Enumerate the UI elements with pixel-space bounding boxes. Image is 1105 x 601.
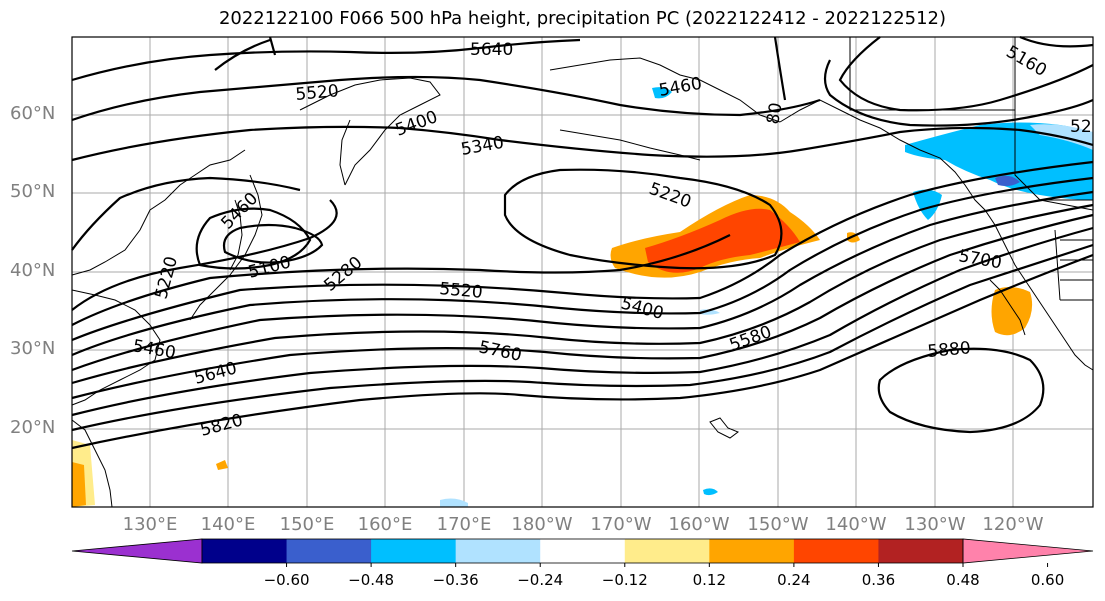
colorbar-tick-label: 0.36 [861, 571, 896, 589]
lat-label-50n: 50°N [10, 181, 56, 202]
contour-label: 5400 [393, 107, 440, 141]
colorbar-segment [540, 539, 626, 563]
contour-label: 5220 [152, 254, 183, 301]
colorbar [71, 538, 1094, 567]
lon-label: 130°E [122, 514, 178, 535]
colorbar-segment [709, 539, 795, 563]
colorbar-segment [878, 539, 964, 563]
map-frame [71, 36, 1094, 508]
lon-label: 150°W [747, 514, 809, 535]
lon-label: 170°W [590, 514, 652, 535]
colorbar-frame [201, 538, 964, 564]
colorbar-extend-high [962, 538, 1094, 564]
lon-label: 140°W [825, 514, 887, 535]
contour-label: 5880 [927, 338, 972, 362]
lat-label-40n: 40°N [10, 260, 56, 281]
lon-label: 160°W [668, 514, 730, 535]
colorbar-segment [624, 539, 710, 563]
colorbar-tick-label: −0.60 [263, 571, 310, 589]
lon-label: 170°E [436, 514, 492, 535]
lon-label: 120°W [982, 514, 1044, 535]
height-contours [71, 35, 1094, 450]
contour-label: 5820 [198, 410, 245, 441]
colorbar-segment [286, 539, 372, 563]
colorbar-tick-label: −0.36 [432, 571, 479, 589]
contour-label-layer: 5640 5520 5460 5400 5340 5220 5460 5100 … [131, 40, 1092, 441]
lon-label: 160°E [357, 514, 413, 535]
lon-label: 150°E [279, 514, 335, 535]
contour-label: 5460 [657, 74, 703, 101]
contour-label: 80 [763, 101, 786, 126]
colorbar-tick-label: 0.48 [946, 571, 980, 589]
colorbar-tick-label: 0.12 [692, 571, 727, 589]
contour-label: 5100 [246, 252, 293, 283]
contour-label: 5220 [646, 179, 693, 213]
colorbar-extend-low [71, 538, 203, 564]
lon-label: 180°W [511, 514, 573, 535]
lat-label-60n: 60°N [10, 103, 56, 124]
contour-label: 5640 [470, 40, 513, 60]
contour-label: 52 [1070, 117, 1092, 137]
contour-label: 5580 [727, 322, 774, 356]
contour-label: 5340 [459, 133, 505, 160]
colorbar-tick-label: −0.48 [348, 571, 395, 589]
contour-label: 5280 [320, 253, 366, 296]
lon-label: 140°E [200, 514, 256, 535]
colorbar-tick-label: 0.24 [777, 571, 811, 589]
colorbar-segment [455, 539, 541, 563]
contour-label: 5520 [439, 279, 484, 303]
contour-label: 5520 [295, 81, 340, 105]
lon-label: 130°W [904, 514, 966, 535]
colorbar-tick-label: 0.60 [1030, 571, 1065, 589]
contour-label: 5760 [477, 337, 523, 366]
lat-label-30n: 30°N [10, 338, 56, 359]
map-title: 2022122100 F066 500 hPa height, precipit… [218, 8, 947, 29]
contour-label: 5460 [217, 189, 262, 234]
colorbar-segment [202, 539, 288, 563]
lat-label-20n: 20°N [10, 417, 56, 438]
colorbar-segment [793, 539, 879, 563]
colorbar-segment [371, 539, 457, 563]
precip-positive-fill [72, 195, 1033, 507]
contour-label: 5160 [1003, 42, 1050, 81]
colorbar-tick-label: −0.24 [517, 571, 564, 589]
colorbar-tick-label: −0.12 [601, 571, 648, 589]
